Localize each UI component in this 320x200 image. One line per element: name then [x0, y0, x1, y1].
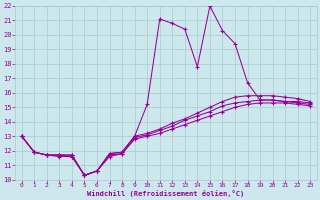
X-axis label: Windchill (Refroidissement éolien,°C): Windchill (Refroidissement éolien,°C): [87, 190, 244, 197]
